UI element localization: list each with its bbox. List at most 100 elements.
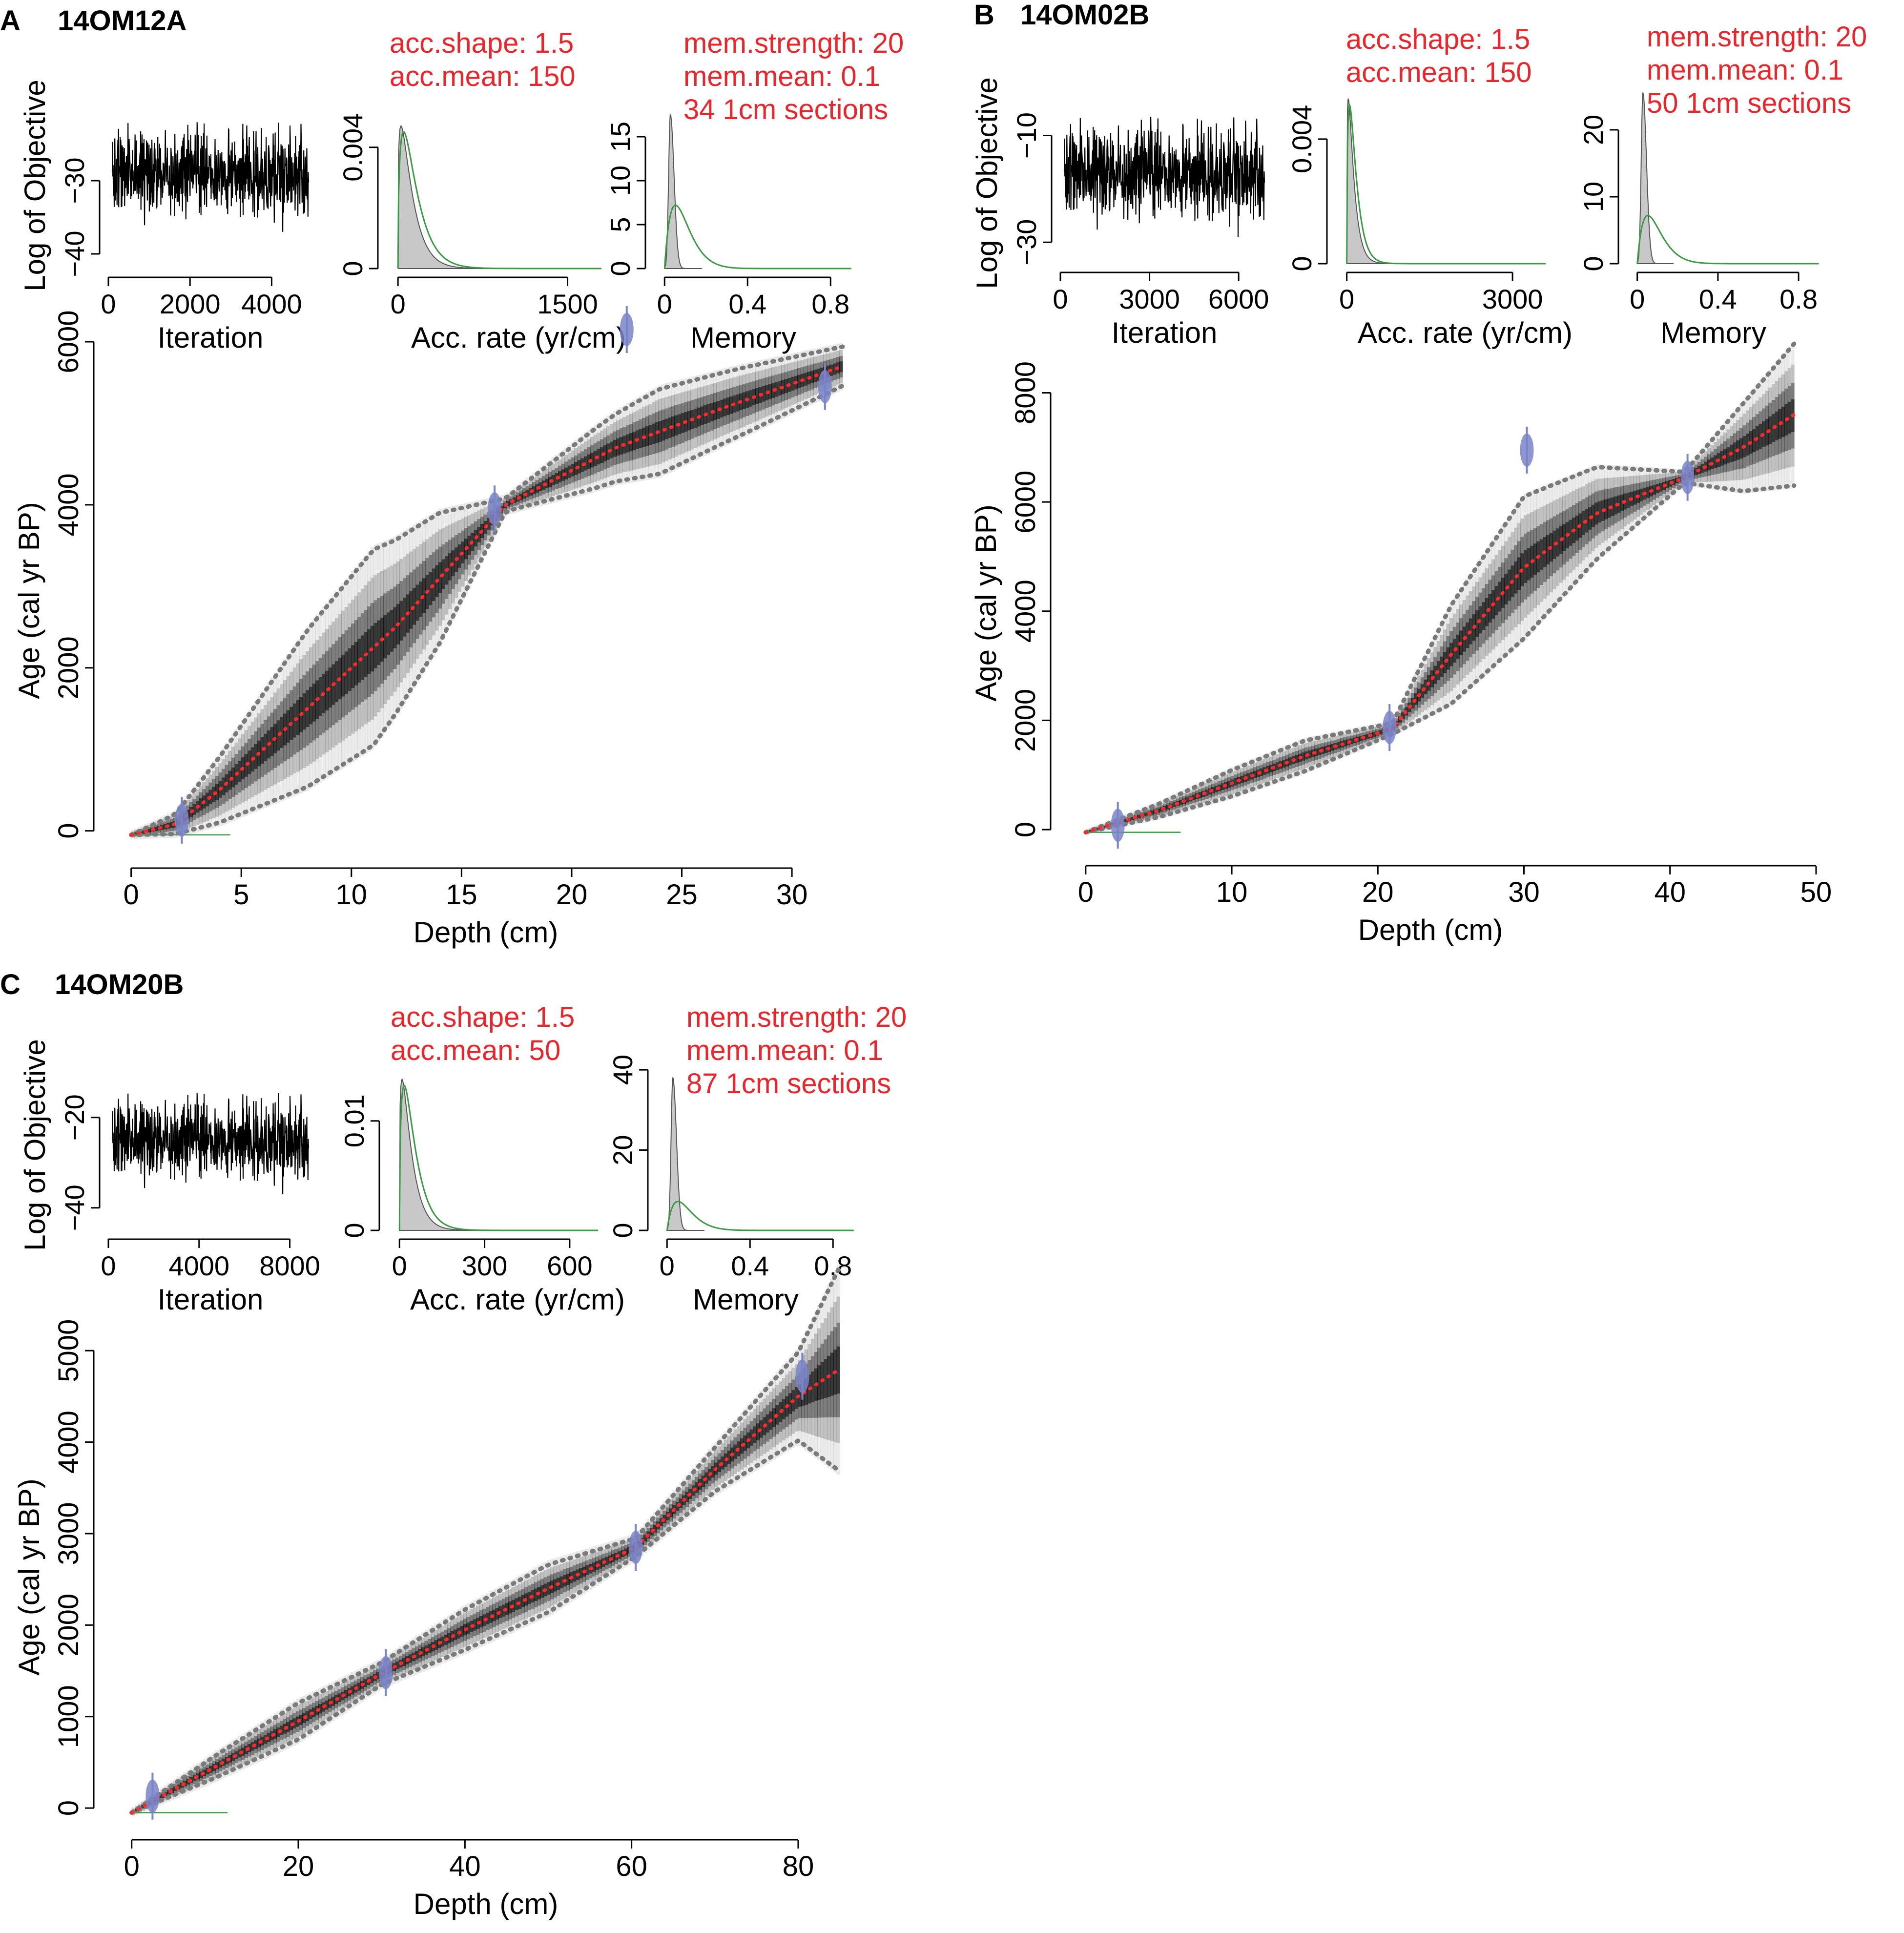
panel-c-age-median [130,1367,842,1814]
panel-a-acc-shape: acc.shape: 1.5 [390,27,574,59]
panel-c-acc-params: acc.shape: 1.5 acc.mean: 50 [391,1001,575,1066]
panel-a-acc-x-tick-label: 1500 [537,289,598,319]
panel-b-age-y-tick-label: 0 [1010,822,1041,837]
panel-c-age-density-cell [830,1352,834,1396]
panel-a-iteration-trace [111,122,310,232]
panel-a-age-y-tick-label: 4000 [53,473,84,536]
panel-c-iter-y-tick-label: −40 [59,1185,90,1231]
panel-a-age-density-cell [170,822,174,828]
panel-b-age-density-cell [1733,442,1737,461]
panel-b-age-density-cell [1221,783,1225,790]
panel-c-age-xlabel: Depth (cm) [414,1888,559,1920]
panel-c-age-density-cell [772,1408,776,1428]
panel-b-age-density-cell [1707,459,1711,471]
panel-a-acc-params: acc.shape: 1.5 acc.mean: 150 [390,27,575,92]
panel-a-age-density-cell [360,635,365,680]
panel-a-age-density-cell [222,777,226,795]
panel-b-age-density-cell [1562,524,1566,551]
panel-a-age-y-tick-label: 6000 [53,310,84,373]
panel-b-acc-y-tick-label: 0.004 [1286,105,1317,173]
panel-a-age-density-cell [658,421,662,442]
panel-c-age-density-cell [312,1707,316,1718]
panel-a-age-density-cell [700,406,704,425]
panel-a-age-density-cell [403,598,407,637]
panel-c-age-ylabel: Age (cal yr BP) [13,1478,45,1675]
panel-a-age-density-cell [296,700,300,735]
panel-a-age-density-cell [254,744,258,769]
panel-a-age-x-tick-label: 25 [666,879,698,911]
panel-a-age-density-cell [632,432,636,451]
panel-a-mem-x-tick-label: 0 [657,289,672,319]
panel-c-age-density-cell [788,1393,792,1414]
panel-c-acc-mean: acc.mean: 50 [391,1035,560,1066]
panel-a-iter-x-tick-label: 0 [101,289,116,319]
panel-b-age-x-tick-label: 40 [1654,876,1686,908]
panel-c-age-density-cell [402,1658,406,1666]
panel-b-age-density-cell [1546,535,1550,564]
panel-c-acc-x-tick-label: 0 [392,1250,407,1281]
panel-c-age-y-tick-label: 3000 [53,1502,84,1565]
panel-b-acc-params: acc.shape: 1.5 acc.mean: 150 [1346,23,1531,88]
panel-b-age-y-tick-label: 4000 [1010,580,1041,643]
panel-a-age-density-cell [790,376,795,391]
panel-a-age-density-cell [367,629,371,674]
panel-c-iter-x-tick-label: 8000 [259,1250,320,1281]
panel-b-mem-params: mem.strength: 20 mem.mean: 0.1 50 1cm se… [1647,21,1867,119]
panel-b-age-density-cell [1308,750,1312,759]
panel-a-iter-y-tick-label: −40 [59,231,90,277]
panel-b-letter: B [974,0,994,31]
panel-b-age-density-cell [1739,438,1743,459]
panel-b-age-density-cell [1324,746,1328,753]
panel-c-iteration-trace [111,1093,310,1194]
panel-c-iter-x-tick-label: 0 [101,1250,116,1281]
panel-b-acc-mean: acc.mean: 150 [1346,57,1531,88]
panel-b-age-density-cell [1652,484,1656,495]
panel-c-age-density-cell [337,1693,341,1703]
panel-a-mem-y-tick-label: 15 [605,122,636,152]
panel-b-age-density-cell [1089,830,1093,832]
panel-b-age-density-cell [1295,755,1299,763]
panel-a-age-density-cell [393,607,397,648]
panel-b-mem-x-tick-label: 0.4 [1699,284,1737,314]
panel-a-age-density-cell [525,490,529,498]
panel-b-sections: 50 1cm sections [1647,87,1851,119]
panel-c-mem-y-tick-label: 0 [607,1223,638,1238]
panel-b-age-density-cell [1185,797,1189,803]
panel-a-age-x-tick-label: 5 [233,879,249,911]
panel-b-age-density-cell [1260,768,1263,776]
panel-a-age-density-cell [238,761,242,782]
panel-a-age-density-cell [412,588,416,625]
panel-c-age-density-cell [573,1571,577,1582]
panel-c-age-density-cell [592,1562,596,1572]
panel-b-age-density-cell [1246,773,1250,781]
panel-c-mem-x-tick-label: 0 [660,1250,675,1281]
panel-c-age-density-cell [421,1647,425,1657]
panel-b-memory-plot: 0 0.4 0.8 0 10 20 Memory [1578,92,1819,349]
panel-a-age-density-cell [154,827,158,831]
panel-c-mem-x-tick-label: 0.4 [731,1250,769,1281]
panel-a-age-density-cell [286,710,290,743]
panel-a-age-density-cell [429,572,433,605]
panel-c-age-density-cell [331,1697,335,1706]
panel-a-age-density-cell [713,402,717,420]
panel-b-age-density-cell [1337,742,1341,749]
panel-b-age-density-cell [1424,679,1428,695]
panel-a-core-title: 14OM12A [58,5,186,37]
panel-c-age-density-cell [515,1598,518,1611]
panel-c-age-depth-plot: 0 20 40 60 80 0 1000 2000 3000 4000 5000 Depth (cm)… [13,1264,842,1920]
panel-c-age-y-tick-label: 2000 [53,1594,84,1657]
panel-a-age-density-cell [318,677,322,716]
panel-c-age-density-cell [611,1554,615,1562]
panel-c-age-density-cell [817,1365,821,1400]
panel-c-iter-x-tick-label: 4000 [168,1250,229,1281]
panel-c-age-density-cell [351,1686,354,1695]
panel-a-age-density-cell [768,384,772,399]
panel-b-age-density-cell [1173,802,1177,807]
panel-a-acc-xlabel: Acc. rate (yr/cm) [411,321,626,354]
panel-b-mem-strength: mem.strength: 20 [1647,21,1867,53]
panel-c-age-density-cell [685,1492,689,1502]
panel-b-age-density-cell [1787,401,1791,434]
panel-b-age-density-cell [1456,634,1460,659]
panel-b-mem-x-tick-label: 0.8 [1780,284,1818,314]
panel-b-age-density-cell [1781,406,1785,437]
